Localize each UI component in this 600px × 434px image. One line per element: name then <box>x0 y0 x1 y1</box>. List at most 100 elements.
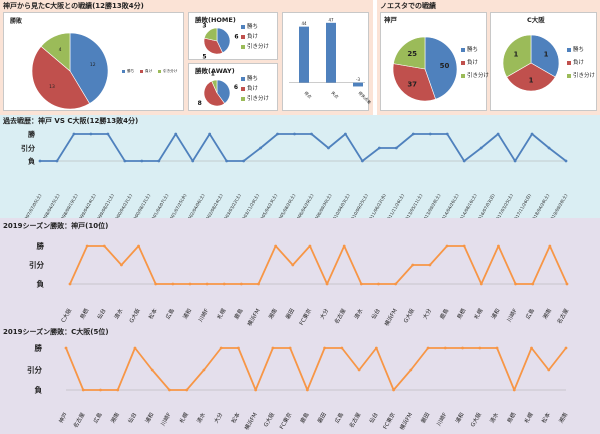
series-point <box>445 132 449 136</box>
series-point <box>171 282 175 286</box>
bar-category-label: 失点 <box>330 89 340 99</box>
series-point <box>55 159 59 163</box>
legend-label-2: 引き分け <box>163 68 178 73</box>
series-point <box>496 132 500 136</box>
noesta-cosaka-box[interactable]: 1 1 1 C大阪 勝ち 負け 引き分け <box>490 12 597 111</box>
series-point <box>377 282 380 286</box>
pie-value-label: 5 <box>202 54 206 61</box>
series-point <box>185 388 189 392</box>
pie-value-label: 1 <box>514 51 519 59</box>
pie-slice-1 <box>203 80 226 107</box>
series-point <box>462 159 466 163</box>
x-tick-label: 仙台 <box>126 411 139 425</box>
y-tick-label: 勝 <box>37 241 45 251</box>
x-tick-label: 鳥栖 <box>455 307 468 321</box>
overall-pie-box[interactable]: 12 13 4 勝敗 勝ち 負け 引き分け <box>3 12 184 111</box>
pie-value-label: 4 <box>59 47 62 53</box>
pie-slice-0 <box>530 34 560 78</box>
series-point <box>530 346 533 350</box>
x-tick-label: 大分 <box>212 411 225 425</box>
series-point <box>377 146 381 150</box>
series-point <box>547 146 551 150</box>
legend-label-1: 負け <box>573 58 585 66</box>
series-point <box>271 346 275 350</box>
series-point <box>274 244 278 248</box>
legend-swatch-2 <box>461 74 465 78</box>
pie-value-label: 3 <box>202 22 206 29</box>
series-point <box>68 282 72 286</box>
x-tick-label: 横浜FM <box>382 307 399 328</box>
series-point <box>497 244 500 248</box>
x-tick-label: 浦和 <box>453 411 465 425</box>
series-point <box>323 346 327 350</box>
x-tick-label: G大阪 <box>401 307 416 325</box>
pie-title: 勝敗(AWAY) <box>195 66 235 75</box>
series-point <box>479 146 483 150</box>
series-point <box>208 132 212 136</box>
series-point <box>202 368 206 372</box>
series-point <box>344 132 347 136</box>
noesta-kobe-box[interactable]: 50 37 25 神戸 勝ち 負け 引き分け <box>380 12 490 111</box>
series-point <box>565 282 569 286</box>
series-line <box>65 347 567 391</box>
series-point <box>394 146 398 150</box>
legend-swatch-1 <box>461 61 465 65</box>
pie-value-label: 37 <box>407 80 417 88</box>
x-tick-label: FC東京 <box>277 411 293 431</box>
series-point <box>89 132 93 136</box>
x-tick-label: 浦和 <box>181 307 193 321</box>
pie-value-label: 8 <box>198 100 202 107</box>
series-point <box>547 368 551 372</box>
series-point <box>392 388 395 392</box>
legend-swatch-2 <box>241 97 245 101</box>
pie-value-label: 6 <box>234 84 238 91</box>
series-point <box>308 244 312 248</box>
series-point <box>310 132 313 136</box>
pie-slice-1 <box>31 45 91 110</box>
series-point <box>64 346 68 350</box>
legend-label-2: 引き分け <box>247 42 270 50</box>
pie-slice-0 <box>216 27 231 54</box>
bar-0 <box>299 26 309 83</box>
bar-value-label: -3 <box>356 77 360 82</box>
pie-title: C大阪 <box>527 15 545 24</box>
legend-label-0: 勝ち <box>573 45 584 53</box>
cosaka-2019-section: 2019シーズン勝敗：C大阪(5位) 勝引分負神戸 名古屋 広島 湘南 仙台 浦和 川崎F 札… <box>0 326 600 434</box>
x-tick-label: 鹿島 <box>438 307 451 321</box>
pie-slice-2 <box>502 34 532 78</box>
series-point <box>257 282 260 286</box>
pie-slice-1 <box>392 63 436 102</box>
x-tick-label: 湘南 <box>557 411 570 425</box>
home-pie-box[interactable]: 6 5 3 勝敗(HOME) 勝ち 負け 引き分け <box>188 12 278 61</box>
x-tick-label: 清水 <box>112 307 125 321</box>
pie-slice-2 <box>393 36 426 70</box>
legend-label-0: 勝ち <box>247 74 258 82</box>
x-tick-label: 名古屋 <box>71 411 86 430</box>
goals-bar-box[interactable]: 44 得点 47 失点 -3 得失点差 <box>282 12 373 111</box>
x-tick-label: 札幌 <box>522 411 535 425</box>
x-tick-label: 横浜FM <box>245 307 262 328</box>
series-point <box>120 263 123 267</box>
series-point <box>225 159 229 163</box>
x-tick-label: 名古屋 <box>347 411 362 430</box>
x-tick-label: 磐田 <box>419 411 431 425</box>
series-point <box>157 159 161 163</box>
x-tick-label: 浦和 <box>489 307 501 321</box>
legend-swatch-1 <box>241 35 245 39</box>
x-tick-label: G大阪 <box>262 411 277 429</box>
bar-value-label: 44 <box>301 21 307 26</box>
series-point <box>85 244 89 248</box>
legend-label-2: 引き分け <box>573 71 596 79</box>
series-point <box>327 146 330 150</box>
x-tick-label: 鳥栖 <box>505 411 518 425</box>
pie-slice-2 <box>40 32 71 72</box>
away-pie-box[interactable]: 6 8 1 勝敗(AWAY) 勝ち 負け 引き分け <box>188 63 278 111</box>
series-point <box>38 159 42 163</box>
legend-label-2: 引き分け <box>467 71 490 79</box>
legend-swatch-1 <box>140 70 143 73</box>
